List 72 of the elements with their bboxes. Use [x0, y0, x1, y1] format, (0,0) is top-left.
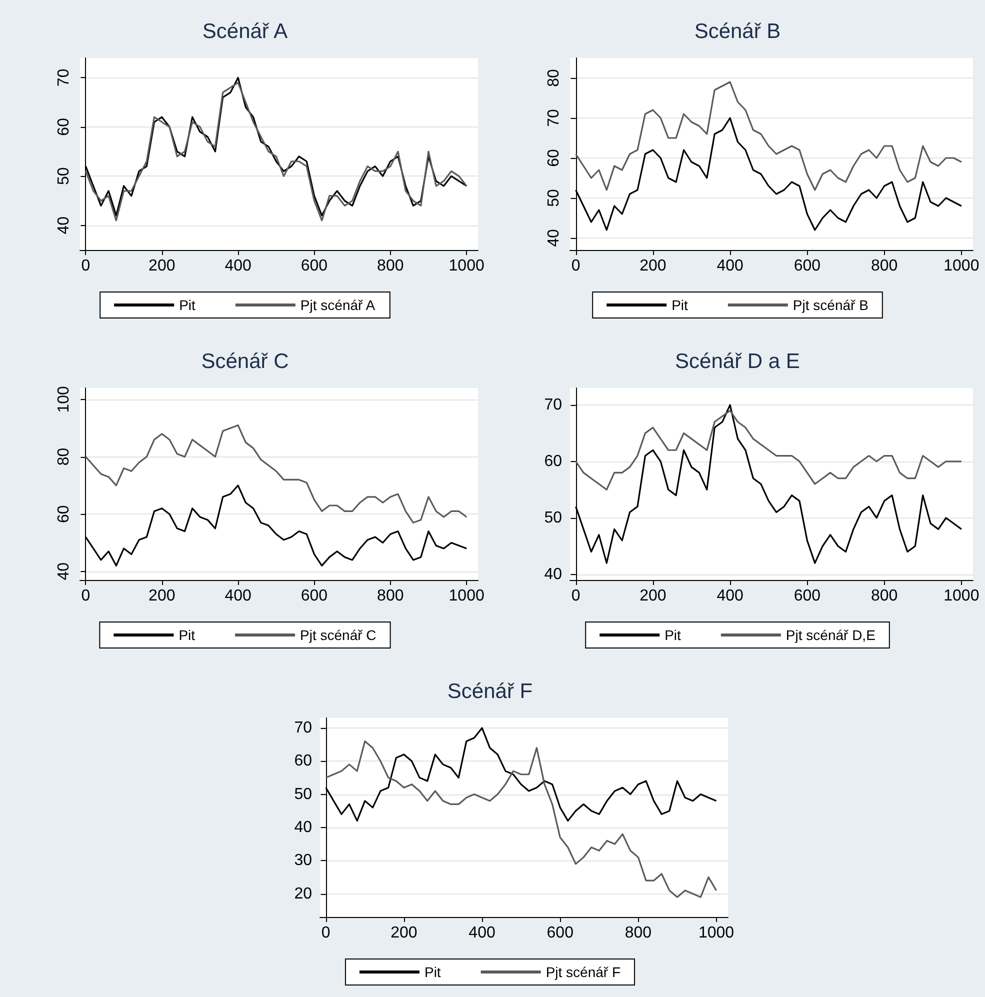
x-tick-label: 0 [571, 588, 580, 604]
x-tick-label: 800 [377, 588, 404, 604]
chart-title: Scénář C [201, 350, 289, 373]
y-tick-label: 60 [294, 752, 312, 770]
y-tick-label: 100 [56, 386, 72, 413]
legend-label: Pit [424, 964, 441, 980]
legend-label: Pjt scénář B [792, 297, 868, 313]
x-tick-label: 400 [224, 258, 252, 274]
y-tick-label: 60 [56, 505, 72, 523]
y-tick-label: 70 [294, 719, 312, 736]
x-tick-label: 800 [870, 588, 898, 604]
x-tick-label: 600 [794, 588, 821, 604]
x-tick-label: 400 [716, 588, 744, 604]
x-tick-label: 200 [148, 258, 176, 274]
line-series [84, 424, 468, 524]
x-tick-label: 0 [81, 258, 90, 274]
y-tick-label: 70 [546, 109, 562, 127]
x-tick-label: 1000 [448, 258, 484, 274]
x-tick-label: 0 [81, 588, 90, 604]
x-tick-label: 800 [624, 924, 652, 942]
y-tick-label: 60 [56, 118, 72, 136]
y-tick-label: 60 [544, 452, 562, 470]
x-tick-label: 400 [716, 258, 744, 274]
y-tick-label: 70 [56, 68, 72, 87]
x-tick-label: 600 [794, 258, 821, 274]
x-tick-label: 600 [300, 588, 328, 604]
y-tick-label: 50 [544, 509, 562, 526]
x-tick-label: 200 [148, 588, 176, 604]
y-tick-label: 80 [546, 69, 562, 87]
x-tick-label: 1000 [698, 924, 734, 942]
line-series [574, 81, 962, 191]
legend-label: Pit [179, 297, 196, 313]
x-tick-label: 1000 [448, 588, 484, 604]
y-tick-label: 30 [294, 852, 312, 870]
chart-title: Scénář F [447, 680, 533, 703]
legend-label: Pjt scénář C [300, 627, 376, 643]
line-series [325, 740, 718, 898]
x-tick-label: 1000 [944, 588, 980, 604]
y-tick-label: 50 [294, 786, 312, 803]
legend-label: Pjt scénář A [300, 297, 376, 313]
y-tick-label: 40 [56, 562, 72, 580]
legend-label: Pjt scénář D,E [786, 627, 876, 643]
y-tick-label: 20 [294, 885, 312, 902]
x-tick-label: 200 [640, 258, 666, 274]
legend-label: Pit [178, 627, 196, 643]
chart-title: Scénář A [202, 20, 288, 43]
y-tick-label: 40 [294, 818, 312, 836]
legend-label: Pjt scénář F [546, 964, 621, 980]
x-tick-label: 1000 [944, 258, 980, 274]
y-tick-label: 50 [56, 167, 72, 186]
x-tick-label: 200 [640, 588, 666, 604]
x-tick-label: 0 [321, 924, 330, 942]
y-tick-label: 40 [546, 229, 562, 247]
x-tick-label: 800 [870, 258, 898, 274]
x-tick-label: 200 [390, 924, 418, 942]
x-tick-label: 400 [468, 924, 496, 942]
chart-title: Scénář B [694, 20, 781, 43]
y-tick-label: 60 [546, 149, 562, 167]
y-tick-label: 70 [544, 396, 562, 414]
x-tick-label: 600 [546, 924, 574, 942]
y-tick-label: 50 [546, 189, 562, 207]
chart-title: Scénář D a E [675, 350, 800, 373]
x-tick-label: 0 [571, 258, 580, 274]
legend-label: Pit [672, 297, 688, 313]
x-tick-label: 400 [224, 588, 252, 604]
y-tick-label: 40 [56, 216, 72, 234]
legend-label: Pit [664, 627, 682, 643]
line-series [574, 410, 962, 490]
y-tick-label: 80 [56, 448, 72, 466]
x-tick-label: 600 [300, 258, 328, 274]
y-tick-label: 40 [544, 566, 562, 583]
x-tick-label: 800 [377, 258, 404, 274]
